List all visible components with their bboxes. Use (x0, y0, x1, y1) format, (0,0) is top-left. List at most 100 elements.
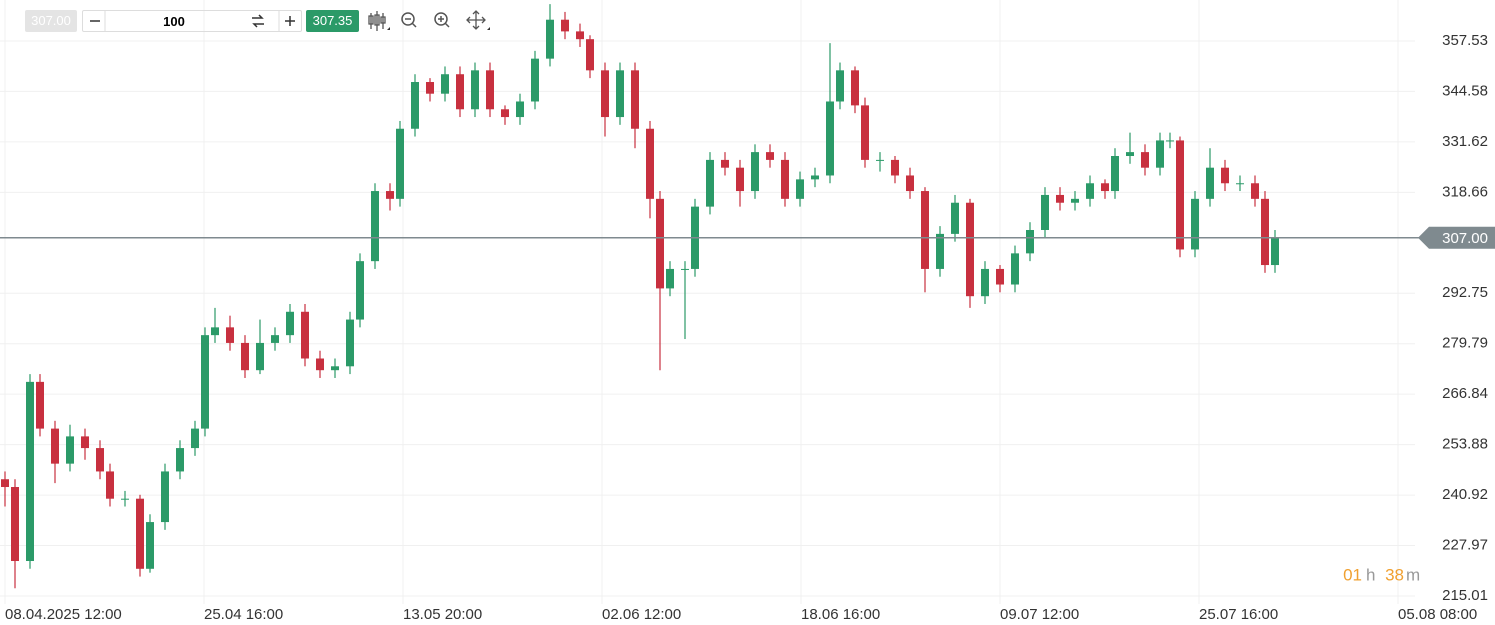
last-price-label: 307.00 (1442, 230, 1488, 247)
candle-body (1101, 183, 1109, 192)
candle-body (736, 167, 744, 192)
candle-body (586, 39, 594, 71)
candle-body (11, 487, 19, 562)
candle-body (211, 327, 219, 336)
candle-body (836, 70, 844, 102)
candle-body (96, 448, 104, 472)
candle-body (1156, 140, 1164, 168)
y-tick-label: 357.53 (1442, 32, 1488, 49)
candle-body (781, 159, 789, 199)
candle-body (241, 342, 249, 371)
candle-body (66, 436, 74, 464)
candle-body (666, 268, 674, 289)
timer-minutes: 38 (1385, 565, 1404, 584)
candle-body (1206, 167, 1214, 199)
candle-body (966, 202, 974, 297)
y-tick-label: 292.75 (1442, 284, 1488, 301)
y-tick-label: 279.79 (1442, 335, 1488, 352)
candle-body (146, 522, 154, 569)
timer-h: h (1366, 565, 1375, 584)
candle-body (411, 82, 419, 129)
zoom-out-glyph (405, 18, 417, 28)
candle-body (981, 268, 989, 297)
candle-body (1236, 183, 1244, 185)
corner (387, 27, 390, 30)
candle-body (201, 335, 209, 429)
zoom-in-button[interactable] (434, 12, 448, 26)
x-tick-label: 08.04.2025 12:00 (5, 606, 122, 623)
y-tick-label: 331.62 (1442, 133, 1488, 150)
candle-body (371, 191, 379, 262)
candle-body (706, 159, 714, 207)
timer-m: m (1406, 565, 1420, 584)
candle-body (396, 128, 404, 199)
timer-hours: 01 (1343, 565, 1362, 584)
candle-body (1126, 152, 1134, 157)
quantity-controls (90, 11, 295, 31)
swap-button[interactable] (252, 14, 264, 28)
candle-body (951, 202, 959, 234)
candle-body (1086, 183, 1094, 199)
candle-body (161, 471, 169, 523)
candle-body (51, 428, 59, 464)
candle-body (456, 74, 464, 110)
candle-body (601, 70, 609, 118)
y-tick-label: 344.58 (1442, 82, 1488, 99)
candle-body (656, 198, 664, 289)
candle-body (576, 31, 584, 40)
candle-body (826, 101, 834, 176)
candle-body (1071, 198, 1079, 203)
candle-body (1026, 229, 1034, 254)
candle-body (891, 159, 899, 176)
candle-body (36, 381, 44, 429)
candle-body (546, 19, 554, 59)
ask-price[interactable]: 307.35 (306, 10, 359, 32)
candle-body (631, 70, 639, 129)
candle-body (1176, 140, 1184, 250)
chart-type-button[interactable] (368, 11, 386, 31)
candle-body (646, 128, 654, 199)
x-tick-label: 13.05 20:00 (403, 606, 482, 623)
candle-body (256, 342, 264, 371)
candle-body (516, 101, 524, 118)
candle-body (936, 233, 944, 269)
candle-body (331, 366, 339, 371)
plot-area (0, 0, 1415, 604)
quantity[interactable]: 100 (163, 14, 185, 29)
candle-body (1251, 183, 1259, 199)
candle-body (346, 319, 354, 367)
candle-body (531, 58, 539, 102)
candle-body (616, 70, 624, 118)
pan-button[interactable] (466, 10, 486, 30)
candle-body (441, 74, 449, 94)
candle-body (1191, 198, 1199, 250)
candle-body (316, 358, 324, 371)
candle-body (1166, 140, 1174, 142)
candle-body (1221, 167, 1229, 184)
plus-button[interactable] (285, 16, 295, 26)
candle-body (561, 19, 569, 32)
candle-body (851, 70, 859, 106)
candle-body (81, 436, 89, 449)
candle-body (226, 327, 234, 343)
candle-body (486, 70, 494, 110)
candle-body (121, 498, 129, 500)
candle-body (1056, 194, 1064, 203)
candle-body (26, 381, 34, 562)
x-tick-label: 05.08 08:00 (1398, 606, 1477, 623)
y-tick-label: 227.97 (1442, 537, 1488, 554)
x-tick-label: 18.06 16:00 (801, 606, 880, 623)
candle-body (811, 175, 819, 180)
bid-price[interactable]: 307.00 (25, 10, 77, 32)
candle-body (301, 311, 309, 359)
y-tick-label: 266.84 (1442, 385, 1488, 402)
x-tick-label: 09.07 12:00 (1000, 606, 1079, 623)
candle-body (471, 70, 479, 110)
zoom-out-button[interactable] (401, 12, 415, 26)
candle-body (1261, 198, 1269, 266)
y-tick-label: 240.92 (1442, 486, 1488, 503)
candle-body (906, 175, 914, 192)
x-tick-label: 02.06 12:00 (602, 606, 681, 623)
